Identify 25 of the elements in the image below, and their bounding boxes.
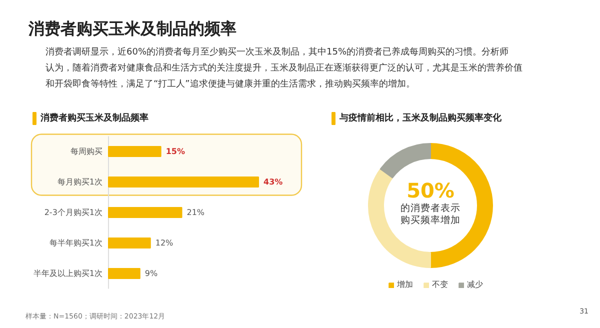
y-tick-label: 每周购买	[70, 147, 102, 156]
text: 的消费者表示	[400, 202, 460, 214]
data-label: 15%	[166, 147, 185, 156]
text: 消费者购买玉米及制品的频率	[28, 19, 236, 38]
data-label: 21%	[186, 208, 205, 217]
bar	[108, 207, 182, 218]
legend-label: 减少	[467, 279, 484, 290]
bar	[108, 268, 140, 279]
bar	[108, 176, 259, 188]
chart-title: 消费者购买玉米及制品频率	[40, 112, 148, 124]
y-tick-label: 半年及以上购买1次	[33, 269, 103, 278]
text: 购买频率增加	[400, 214, 460, 226]
bar	[108, 146, 162, 157]
chart-title: 与疫情前相比，玉米及制品购买频率变化	[338, 112, 502, 124]
data-label: 9%	[144, 269, 158, 278]
y-tick-label: 每半年购买1次	[49, 238, 103, 248]
y-tick-label: 2-3个月购买1次	[44, 208, 102, 217]
text: 50%	[406, 178, 454, 202]
legend-label: 增加	[397, 279, 414, 290]
data-label: 12%	[155, 238, 174, 248]
bar	[108, 238, 151, 248]
text: 消费者调研显示，近60%的消费者每月至少购买一次玉米及制品，其中15%的消费者已养成每周购买的习惯。分析师认为，随着消费者对健康食品和生活方式的关注度提升，玉米及制品正在逐渐获得更广泛的认可，尤其是玉米的营养价值和开袋即食等特性，满足了“打工人”追求便捷与健康并重的生活需求，推动购买频率的增加。	[46, 46, 522, 90]
legend-label: 不变	[432, 279, 449, 290]
data-label: 43%	[264, 178, 283, 186]
y-tick-label: 每月购买1次	[57, 178, 103, 186]
